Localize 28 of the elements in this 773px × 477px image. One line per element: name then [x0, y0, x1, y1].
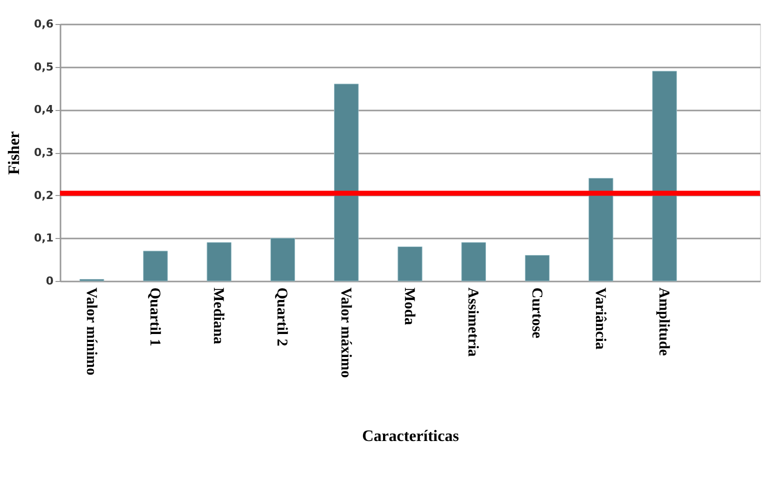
y-tick-label: 0,1 — [34, 232, 54, 245]
bar — [398, 246, 422, 282]
y-tick-label: 0,2 — [34, 188, 54, 202]
x-tick-label: Amplitude — [656, 288, 672, 356]
bar — [143, 250, 168, 282]
x-tick-label: Mediana — [210, 288, 226, 345]
y-tick-label: 0,4 — [34, 103, 54, 116]
bar — [652, 70, 677, 282]
y-tick-label: 0 — [46, 274, 54, 288]
y-tick-label: 0,3 — [34, 146, 54, 159]
x-tick-label: Moda — [401, 288, 417, 326]
y-tick-label: 0,5 — [34, 60, 54, 74]
bar — [206, 242, 232, 282]
x-tick-label: Curtose — [528, 288, 544, 339]
x-tick-label: Quartil 2 — [274, 288, 290, 346]
bar — [270, 238, 296, 282]
x-tick-label: Valor máximo — [337, 288, 354, 378]
x-axis-title: Caracteríticas — [362, 428, 459, 446]
x-tick-label: Variância — [592, 288, 608, 350]
x-tick-label: Quartil 1 — [146, 288, 162, 346]
y-axis-title: Fisher — [6, 131, 24, 175]
x-tick-label: Assimetria — [464, 288, 481, 358]
bar — [524, 255, 550, 282]
bar — [461, 242, 486, 282]
bar — [588, 178, 614, 282]
y-tick-label: 0,6 — [34, 18, 54, 30]
x-tick-label: Valor mínimo — [82, 288, 99, 376]
bar — [334, 84, 359, 282]
